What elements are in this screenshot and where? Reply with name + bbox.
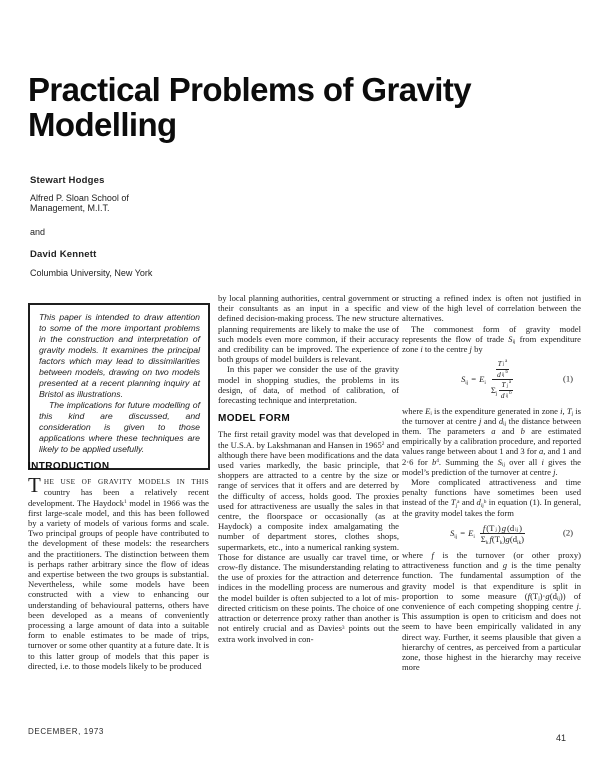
equation-2-body: Sij = Ei f (T j) g (d ij) Σk f(Tk)g(dik) [449,522,527,547]
body-paragraph: In this paper we consider the use of the… [218,364,399,406]
eq1-equals: = [471,374,477,385]
column-right: structing a refined index is often not j… [402,293,581,723]
eq2-fraction: f (T j) g (d ij) Σk f(Tk)g(dik) [479,522,526,547]
body-paragraph: by local planning authorities, central g… [218,293,399,365]
body-paragraph: where Ei is the expenditure generated in… [402,405,581,477]
column-middle: by local planning authorities, central g… [218,293,399,715]
eq2-lhs: Sij [449,528,458,540]
eq1-lhs: Sij [461,374,469,386]
author1-affil-line1: Alfred P. Sloan School of [30,192,129,203]
eq2-coefficient: Ei [468,528,475,540]
author-connector: and [30,226,46,237]
article-title-line2: Modelling [28,106,177,143]
article-title: Practical Problems of Gravity Modelling [28,72,588,142]
author-block: Stewart Hodges Alfred P. Sloan School of… [30,175,240,278]
eq1-number: (1) [562,374,573,385]
author1-affil-line2: Management, M.I.T. [30,203,110,213]
abstract-paragraph-2: The implications for future modelling of… [39,400,200,454]
body-paragraph: More complicated attractiveness and time… [402,477,581,518]
body-paragraph: The commonest form of gravity model repr… [402,323,581,355]
author1-affiliation: Alfred P. Sloan School of Management, M.… [30,193,240,214]
body-paragraph: where f is the turnover (or other proxy)… [402,550,581,673]
intro-paragraph: T HE USE OF GRAVITY MODELS IN THIS countr… [28,473,209,671]
equation-2: Sij = Ei f (T j) g (d ij) Σk f(Tk)g(dik) (2) [402,522,575,547]
intro-opening-caps: HE USE OF GRAVITY MODELS IN THIS [43,478,209,487]
column-left: INTRODUCTION T HE USE OF GRAVITY MODELS I… [28,462,209,714]
author1-name: Stewart Hodges [30,175,105,186]
abstract-box: This paper is intended to draw attention… [28,303,210,470]
author2-affiliation: Columbia University, New York [30,267,153,278]
eq2-number: (2) [562,528,573,539]
intro-paragraph-text: country has been a relatively recent dev… [28,487,209,671]
eq2-sigma: Σk [480,534,489,547]
eq2-equals: = [460,528,466,539]
footer-page-number: 41 [555,733,566,743]
footer-issue-date: DECEMBER, 1973 [28,727,104,736]
eq1-sigma: Σj [490,385,498,397]
section-heading-model-form: MODEL FORM [218,413,291,425]
body-paragraph: The first retail gravity model was that … [218,429,399,644]
section-heading-introduction: INTRODUCTION [28,462,110,472]
article-title-line1: Practical Problems of Gravity [28,71,472,108]
eq1-coefficient: Ei [479,374,486,386]
drop-cap: T [28,473,41,498]
abstract-paragraph-1: This paper is intended to draw attention… [39,312,200,399]
author2-name: David Kennett [30,249,97,260]
body-paragraph: structing a refined index is often not j… [402,293,581,324]
